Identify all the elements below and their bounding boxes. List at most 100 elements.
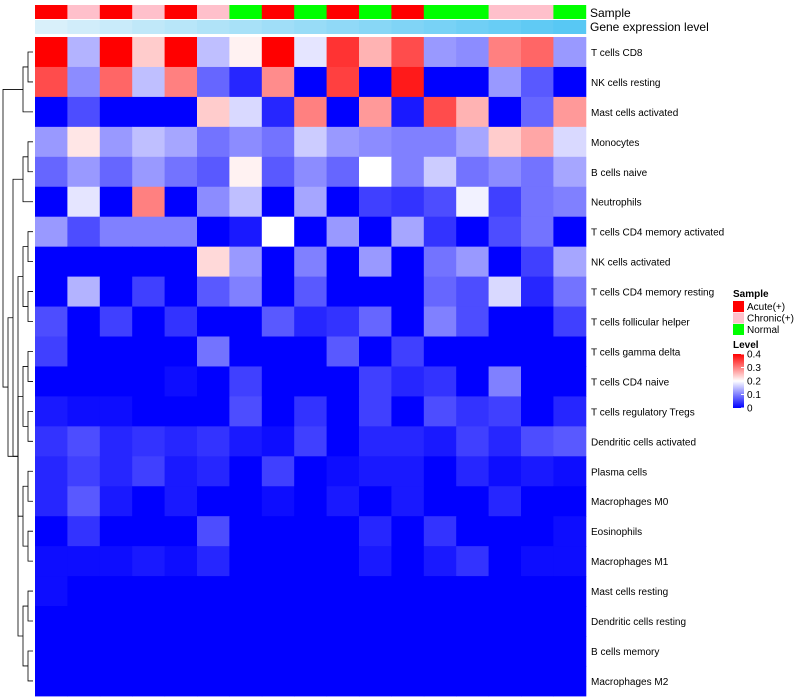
heatmap-cell <box>326 246 360 278</box>
heatmap-cell <box>391 66 425 98</box>
heatmap-cell <box>67 37 101 68</box>
heatmap-cell <box>456 456 490 487</box>
dendrogram-branch <box>27 141 33 173</box>
row-label: Mast cells resting <box>591 587 668 598</box>
heatmap-cell <box>132 336 166 367</box>
heatmap-cell <box>35 546 68 577</box>
row-label: Dendritic cells resting <box>591 617 686 628</box>
heatmap-cell <box>488 336 522 367</box>
heatmap-cell <box>326 636 360 667</box>
heatmap-cell <box>197 486 230 517</box>
heatmap-cell <box>488 366 522 397</box>
heatmap-cell <box>164 246 198 278</box>
heatmap-cell <box>132 96 166 128</box>
heatmap-cell <box>197 665 230 697</box>
heatmap-cell <box>456 66 490 98</box>
row-label: T cells CD4 memory activated <box>591 228 724 239</box>
heatmap-cell <box>132 665 166 697</box>
row-label: T cells CD8 <box>591 48 643 59</box>
heatmap-cell <box>553 126 587 158</box>
expression-annotation-cell <box>261 20 295 34</box>
heatmap-cell <box>132 456 166 487</box>
heatmap-cell <box>197 96 230 128</box>
heatmap-cell <box>488 546 522 577</box>
heatmap-cell <box>521 186 554 218</box>
expression-annotation-label: Gene expression level <box>590 20 709 34</box>
heatmap-cell <box>132 306 166 337</box>
heatmap-cell <box>521 246 554 278</box>
heatmap-cell <box>488 276 522 308</box>
heatmap-cell <box>164 366 198 397</box>
heatmap-cell <box>326 456 360 487</box>
expression-annotation-cell <box>326 20 360 34</box>
heatmap-cell <box>326 276 360 308</box>
heatmap-cell <box>391 486 425 517</box>
heatmap-cell <box>99 186 133 218</box>
row-label: Monocytes <box>591 138 639 149</box>
row-label: T cells CD4 naive <box>591 377 670 388</box>
heatmap-cell <box>359 126 392 158</box>
heatmap-cell <box>35 366 68 397</box>
sample-legend-swatch <box>733 312 744 324</box>
heatmap-cell <box>132 156 166 188</box>
heatmap-cell <box>197 306 230 337</box>
heatmap-cell <box>553 96 587 128</box>
sample-legend-swatch <box>733 324 744 335</box>
row-label: NK cells activated <box>591 258 670 269</box>
heatmap-cell <box>488 606 522 637</box>
heatmap-cell <box>456 426 490 457</box>
heatmap-cell <box>294 96 328 128</box>
heatmap-cell <box>229 516 263 547</box>
sample-legend-title: Sample <box>733 289 769 300</box>
heatmap-cell <box>326 516 360 547</box>
heatmap-cell <box>423 336 457 367</box>
heatmap-cell <box>359 156 392 188</box>
heatmap-cell <box>521 426 554 457</box>
heatmap-cell <box>326 426 360 457</box>
heatmap-cell <box>132 276 166 308</box>
heatmap-cell <box>423 366 457 397</box>
heatmap-cell <box>294 576 328 607</box>
heatmap-cell <box>261 366 295 397</box>
dendrogram-branch <box>27 410 33 442</box>
heatmap-cell <box>132 396 166 427</box>
heatmap-cell <box>294 186 328 218</box>
heatmap-cell <box>261 486 295 517</box>
row-label: Macrophages M1 <box>591 557 669 568</box>
heatmap-cell <box>261 636 295 667</box>
heatmap-cell <box>359 606 392 637</box>
heatmap-cell <box>488 306 522 337</box>
heatmap-cell <box>359 396 392 427</box>
heatmap-cell <box>132 516 166 547</box>
heatmap-cell <box>99 336 133 367</box>
heatmap-cell <box>359 336 392 367</box>
level-color-bar <box>733 354 744 408</box>
heatmap-cell <box>35 396 68 427</box>
heatmap-cell <box>326 336 360 367</box>
heatmap-cell <box>423 276 457 308</box>
heatmap-cell <box>553 486 587 517</box>
heatmap-cell <box>359 456 392 487</box>
heatmap-cell <box>391 186 425 218</box>
heatmap-cell <box>423 306 457 337</box>
heatmap-cell <box>294 546 328 577</box>
heatmap-cell <box>35 126 68 158</box>
heatmap-cell <box>456 636 490 667</box>
expression-annotation-cell <box>35 20 68 34</box>
heatmap-cell <box>456 186 490 218</box>
heatmap-cell <box>326 396 360 427</box>
heatmap-cell <box>132 486 166 517</box>
heatmap-cell <box>261 96 295 128</box>
heatmap-cell <box>35 456 68 487</box>
heatmap-cell <box>229 37 263 68</box>
heatmap-cell <box>326 576 360 607</box>
heatmap-cell <box>391 37 425 68</box>
sample-annotation-cell <box>229 5 263 19</box>
heatmap-cell <box>261 126 295 158</box>
level-legend-ticks: 0.4 0.3 0.2 0.1 0 <box>741 350 761 415</box>
heatmap-cell <box>488 37 522 68</box>
heatmap-cell <box>229 306 263 337</box>
heatmap-cell <box>423 396 457 427</box>
row-label: Neutrophils <box>591 198 642 209</box>
heatmap-cell <box>391 306 425 337</box>
